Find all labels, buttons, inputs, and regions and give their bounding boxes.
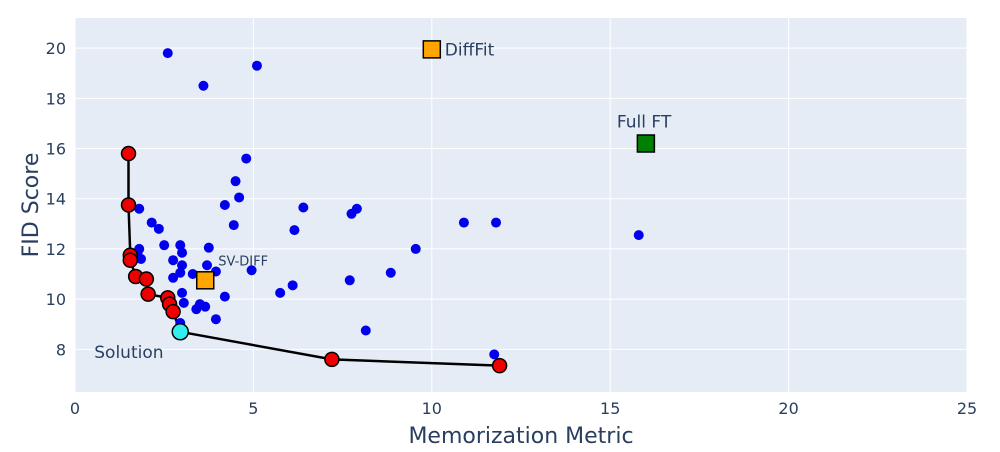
tick-labels: 0 5 10 15 20 25 8 10 12 14 16 18 20 <box>46 39 978 418</box>
candidate-point <box>177 260 188 271</box>
candidate-point <box>289 225 300 236</box>
candidate-point <box>175 267 186 278</box>
x-tick-label: 15 <box>600 399 620 418</box>
frontier-point <box>165 303 181 320</box>
candidate-point <box>246 265 257 276</box>
candidate-point <box>385 267 396 278</box>
candidate-point <box>458 217 469 228</box>
candidate-point <box>230 176 241 187</box>
y-tick-label: 16 <box>46 140 66 159</box>
x-tick-label: 10 <box>422 399 442 418</box>
candidate-point <box>153 223 164 234</box>
difffit-label: DiffFit <box>445 40 495 60</box>
y-tick-label: 8 <box>56 340 66 359</box>
candidate-point <box>168 272 179 283</box>
candidate-point <box>159 240 170 251</box>
y-tick-label: 20 <box>46 39 66 58</box>
y-axis-title: FID Score <box>19 153 44 258</box>
candidate-point <box>298 202 309 213</box>
candidate-point <box>344 275 355 286</box>
candidate-point <box>146 217 157 228</box>
solution-label: Solution <box>94 343 163 363</box>
candidate-point <box>219 291 230 302</box>
candidate-point <box>228 220 239 231</box>
candidate-point <box>210 314 221 325</box>
candidate-point <box>489 349 500 360</box>
candidate-point <box>168 255 179 266</box>
full-ft-marker <box>636 134 656 153</box>
frontier-point <box>120 145 137 162</box>
candidate-point <box>251 60 262 71</box>
x-tick-label: 5 <box>248 399 258 418</box>
candidate-point <box>346 208 357 219</box>
candidate-point <box>187 269 198 280</box>
candidate-point <box>162 48 173 59</box>
x-tick-label: 25 <box>957 399 977 418</box>
candidate-point <box>191 304 202 315</box>
frontier-point <box>491 357 508 374</box>
y-tick-label: 10 <box>46 290 66 309</box>
candidate-point <box>241 153 252 164</box>
frontier-point <box>120 197 137 213</box>
candidate-point <box>178 297 189 308</box>
sv-diff-label: SV-DIFF <box>218 254 268 269</box>
frontier-point <box>140 286 156 302</box>
x-axis-title: Memorization Metric <box>408 424 633 449</box>
candidate-point <box>177 247 188 258</box>
frontier-point <box>324 351 340 368</box>
candidate-point <box>287 280 298 291</box>
difffit-marker <box>422 40 442 59</box>
solution-marker <box>171 323 190 341</box>
candidate-point <box>203 242 214 253</box>
candidate-point <box>202 260 213 271</box>
candidate-point <box>360 325 371 336</box>
candidate-point <box>491 217 502 228</box>
annotations: Solution SV-DIFF DiffFit Full FT <box>94 40 672 363</box>
candidate-point <box>134 203 145 214</box>
full-ft-label: Full FT <box>617 113 672 133</box>
candidate-point <box>219 200 230 210</box>
candidate-point <box>234 192 245 203</box>
candidate-point <box>200 301 211 312</box>
y-tick-label: 14 <box>46 190 66 209</box>
candidate-point <box>633 230 644 241</box>
frontier-point <box>138 271 155 287</box>
candidate-point <box>198 80 209 91</box>
frontier-point <box>122 252 139 268</box>
y-tick-label: 18 <box>46 89 66 108</box>
x-tick-label: 0 <box>70 399 80 418</box>
candidate-points <box>130 48 644 360</box>
candidate-point <box>175 240 186 251</box>
candidate-point <box>275 287 286 298</box>
x-tick-label: 20 <box>778 399 798 418</box>
candidate-point <box>410 243 421 254</box>
y-tick-label: 12 <box>46 240 66 259</box>
candidate-point <box>136 253 147 264</box>
candidate-point <box>177 287 188 298</box>
sv-diff-marker <box>195 271 215 290</box>
